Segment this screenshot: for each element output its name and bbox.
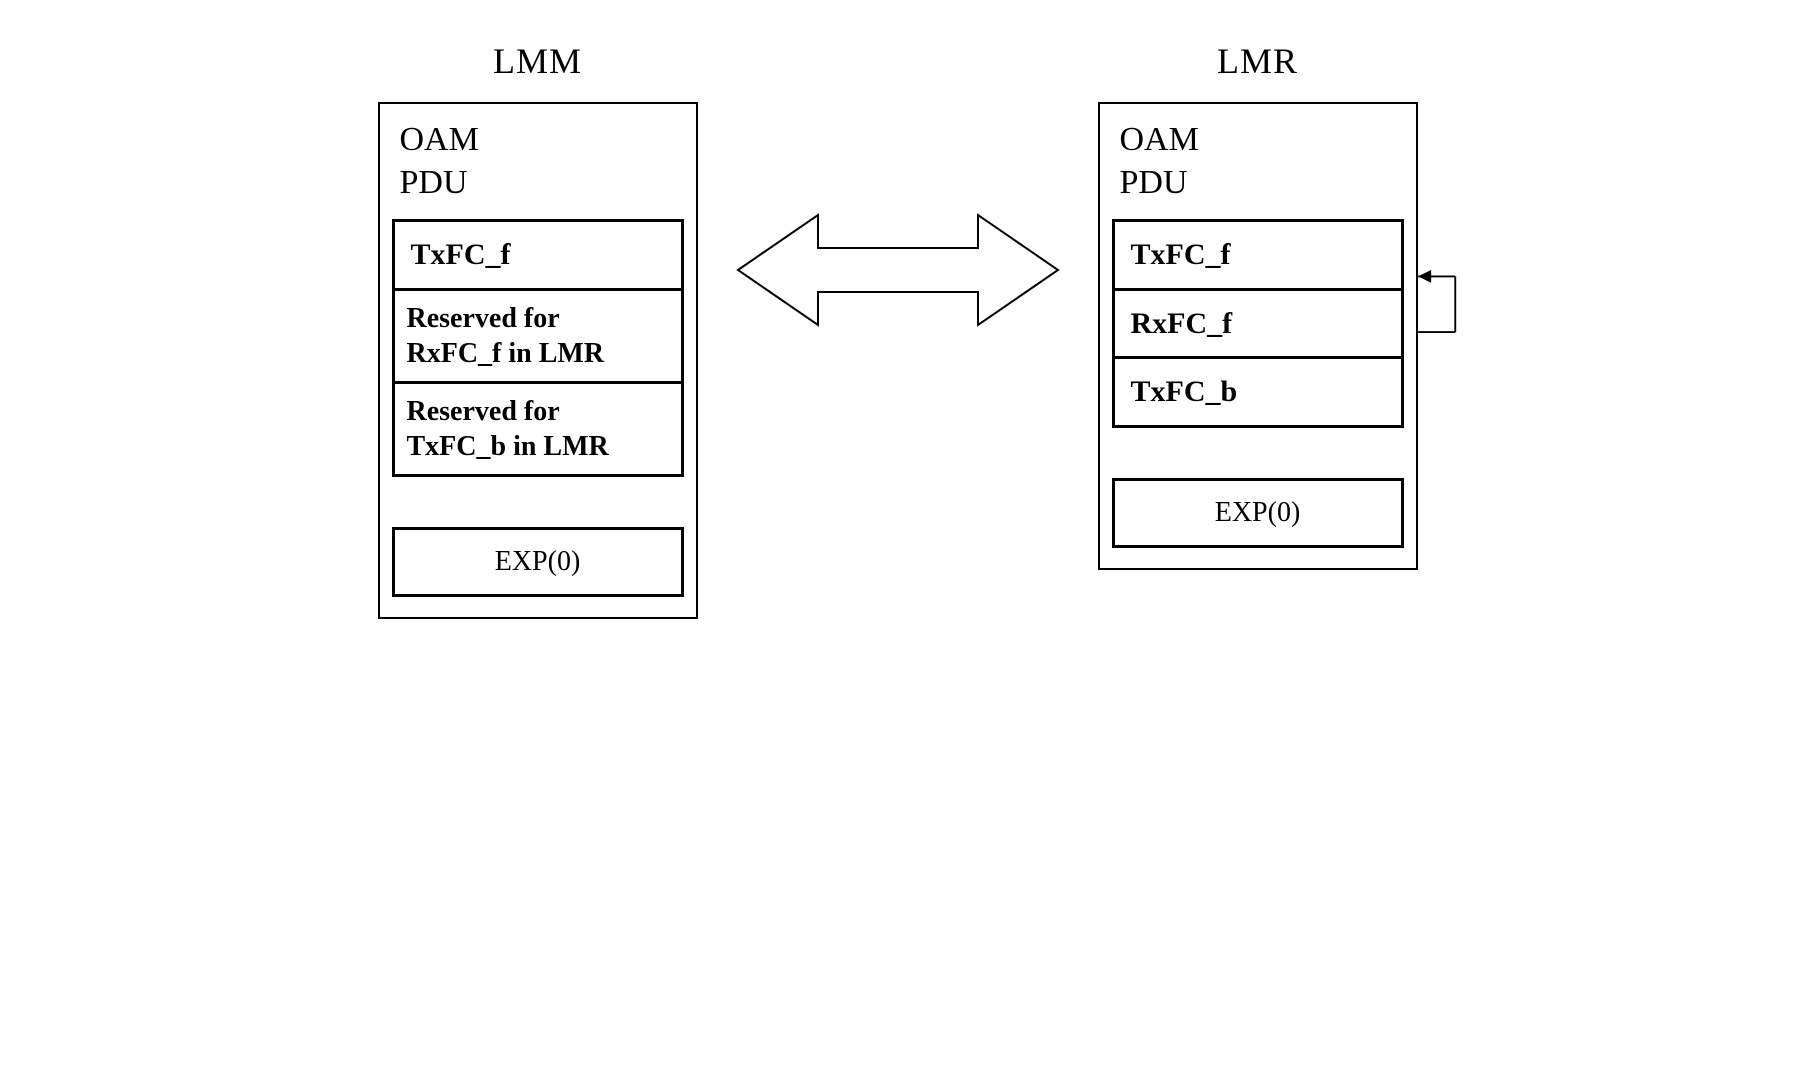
lmm-column: LMM OAM PDU TxFC_f Reserved for RxFC_f i… <box>378 40 698 619</box>
lmr-callout-bracket-icon <box>1416 104 1476 568</box>
lmr-field-txfc-b: TxFC_b <box>1112 356 1404 428</box>
lmr-spacer <box>1100 428 1416 478</box>
lmr-header: OAM PDU <box>1100 104 1416 219</box>
lmm-title: LMM <box>493 40 582 82</box>
lmm-box: OAM PDU TxFC_f Reserved for RxFC_f in LM… <box>378 102 698 619</box>
lmm-field-reserved-txfc-l2: TxFC_b in LMR <box>407 429 669 464</box>
lmm-field-txfc-f: TxFC_f <box>392 219 684 291</box>
lmm-exp: EXP(0) <box>392 527 684 597</box>
lmr-header-line1: OAM <box>1120 119 1396 162</box>
lmr-header-line2: PDU <box>1120 162 1396 205</box>
lmr-exp: EXP(0) <box>1112 478 1404 548</box>
lmr-field-rxfc-f: RxFC_f <box>1112 288 1404 360</box>
lmm-field-reserved-txfc-l1: Reserved for <box>407 394 669 429</box>
lmm-field-reserved-rxfc: Reserved for RxFC_f in LMR <box>392 288 684 384</box>
lmm-header-line2: PDU <box>400 162 676 205</box>
lmm-spacer <box>380 477 696 527</box>
diagram-container: LMM OAM PDU TxFC_f Reserved for RxFC_f i… <box>40 40 1755 619</box>
lmm-field-reserved-rxfc-l1: Reserved for <box>407 301 669 336</box>
bidirectional-arrow-icon <box>728 200 1068 340</box>
lmr-field-txfc-f: TxFC_f <box>1112 219 1404 291</box>
lmm-field-reserved-txfc: Reserved for TxFC_b in LMR <box>392 381 684 477</box>
lmm-field-reserved-rxfc-l2: RxFC_f in LMR <box>407 336 669 371</box>
bidirectional-arrow-container <box>728 200 1068 340</box>
lmr-column: LMR OAM PDU TxFC_f RxFC_f TxFC_b EXP(0) <box>1098 40 1418 570</box>
lmm-header-line1: OAM <box>400 119 676 162</box>
lmm-header: OAM PDU <box>380 104 696 219</box>
lmr-box: OAM PDU TxFC_f RxFC_f TxFC_b EXP(0) <box>1098 102 1418 570</box>
lmr-title: LMR <box>1217 40 1298 82</box>
